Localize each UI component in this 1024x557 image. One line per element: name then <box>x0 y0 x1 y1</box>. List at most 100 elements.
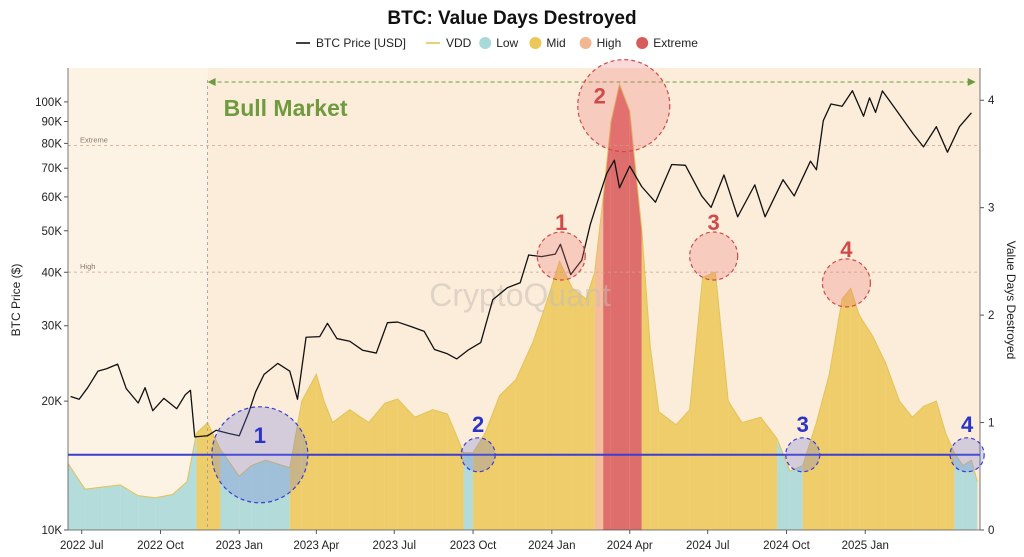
x-tick-label: 2024 Jan <box>528 540 575 552</box>
vdd-area-segment <box>515 341 533 530</box>
legend-label: VDD <box>446 36 472 50</box>
x-tick-label: 2022 Jul <box>60 540 103 552</box>
x-tick-label: 2022 Oct <box>137 540 184 552</box>
right-tick-label: 1 <box>988 418 994 430</box>
red-marker-label-2: 2 <box>594 84 606 109</box>
legend-label: High <box>597 36 622 50</box>
vdd-area-segment <box>368 403 385 530</box>
vdd-area-segment <box>68 463 86 530</box>
x-tick-label: 2025 Jan <box>842 540 889 552</box>
vdd-area-segment <box>85 487 103 530</box>
blue-marker-label-1: 1 <box>254 423 266 448</box>
vdd-area-segment <box>702 272 716 530</box>
legend-label: Extreme <box>653 36 698 50</box>
legend-dot-swatch <box>579 37 592 49</box>
red-marker-2 <box>577 59 671 153</box>
left-tick-label: 90K <box>42 116 63 128</box>
legend-item: High <box>579 36 622 50</box>
vdd-area-segment <box>316 374 325 530</box>
vdd-area-segment <box>138 495 156 530</box>
vdd-area-segment <box>816 374 830 530</box>
vdd-area-segment <box>676 409 690 530</box>
vdd-area-segment <box>485 395 500 530</box>
left-tick-label: 80K <box>42 138 63 150</box>
x-tick-label: 2024 Jul <box>686 540 729 552</box>
vdd-area-segment <box>885 363 900 530</box>
vdd-area-segment <box>945 433 955 530</box>
legend-item: Low <box>479 36 519 50</box>
vdd-area-segment <box>324 401 333 530</box>
blue-marker-1 <box>211 406 309 504</box>
vdd-area-segment <box>301 374 317 530</box>
vdd-area-segment <box>545 261 560 530</box>
blue-marker-4 <box>949 437 985 473</box>
legend-item: Extreme <box>636 36 698 50</box>
left-tick-label: 40K <box>42 267 63 279</box>
vdd-area-segment <box>802 422 817 530</box>
red-marker-label-1: 1 <box>555 210 567 235</box>
vdd-area-segment <box>432 409 448 530</box>
vdd-area-segment <box>207 422 221 530</box>
red-marker-1 <box>536 231 586 281</box>
vdd-area-segment <box>155 494 173 530</box>
legend-item: VDD <box>426 36 472 50</box>
legend-item: Mid <box>529 36 566 50</box>
vdd-area-segment <box>463 452 474 530</box>
vdd-area-segment <box>658 411 676 530</box>
chart-title: BTC: Value Days Destroyed <box>387 8 636 29</box>
left-tick-label: 60K <box>42 192 63 204</box>
left-tick-label: 30K <box>42 321 63 333</box>
vdd-area-segment <box>936 401 946 530</box>
threshold-label-extreme: Extreme <box>80 135 108 144</box>
left-tick-label: 70K <box>42 163 63 175</box>
vdd-area-segment <box>559 261 573 530</box>
vdd-area-segment <box>532 304 546 530</box>
vdd-area-segment <box>349 409 369 530</box>
threshold-label-high: High <box>80 262 95 271</box>
vdd-area-segment <box>629 110 642 530</box>
vdd-area <box>68 82 978 530</box>
vdd-area-segment <box>289 401 302 530</box>
blue-marker-label-4: 4 <box>961 412 974 437</box>
x-tick-label: 2024 Oct <box>763 540 810 552</box>
vdd-area-segment <box>842 288 851 530</box>
chart-legend: BTC Price [USD] VDD Low Mid High Extreme <box>296 36 698 50</box>
x-tick-label: 2023 Oct <box>450 540 497 552</box>
vdd-area-segment <box>187 433 197 530</box>
vdd-area-segment <box>384 398 398 530</box>
vdd-area-segment <box>572 288 587 530</box>
vdd-area-segment <box>872 336 886 530</box>
btc-price-line <box>70 90 972 438</box>
vdd-area-segment <box>265 460 290 530</box>
legend-label: Low <box>496 36 518 50</box>
x-tick-label: 2024 Apr <box>607 540 653 552</box>
left-tick-label: 100K <box>35 97 62 109</box>
legend-dot-swatch <box>479 37 492 49</box>
right-tick-label: 0 <box>988 525 994 537</box>
vdd-area-segment <box>850 288 860 530</box>
bull-market-label: Bull Market <box>224 95 348 121</box>
red-marker-label-4: 4 <box>840 237 853 262</box>
legend-dot-swatch <box>529 37 542 49</box>
vdd-area-segment <box>239 465 252 530</box>
vdd-area-segment <box>414 409 433 530</box>
vdd-area-segment <box>172 481 188 530</box>
vdd-area-segment <box>789 465 803 530</box>
x-tick-label: 2023 Apr <box>293 540 339 552</box>
left-tick-label: 10K <box>42 525 63 537</box>
vdd-area-segment <box>689 277 703 530</box>
x-tick-label: 2023 Jul <box>373 540 416 552</box>
vdd-area-segment <box>619 84 630 530</box>
vdd-area-segment <box>912 406 924 530</box>
legend-item: BTC Price [USD] <box>296 36 406 50</box>
vdd-area-segment <box>741 417 761 530</box>
vdd-area-segment <box>923 401 937 530</box>
legend-dot-swatch <box>636 37 649 49</box>
left-tick-label: 50K <box>42 226 63 238</box>
vdd-area-segment <box>603 121 611 530</box>
bull-market-arrow-left-head <box>207 78 216 86</box>
vdd-area-segment <box>760 417 778 530</box>
